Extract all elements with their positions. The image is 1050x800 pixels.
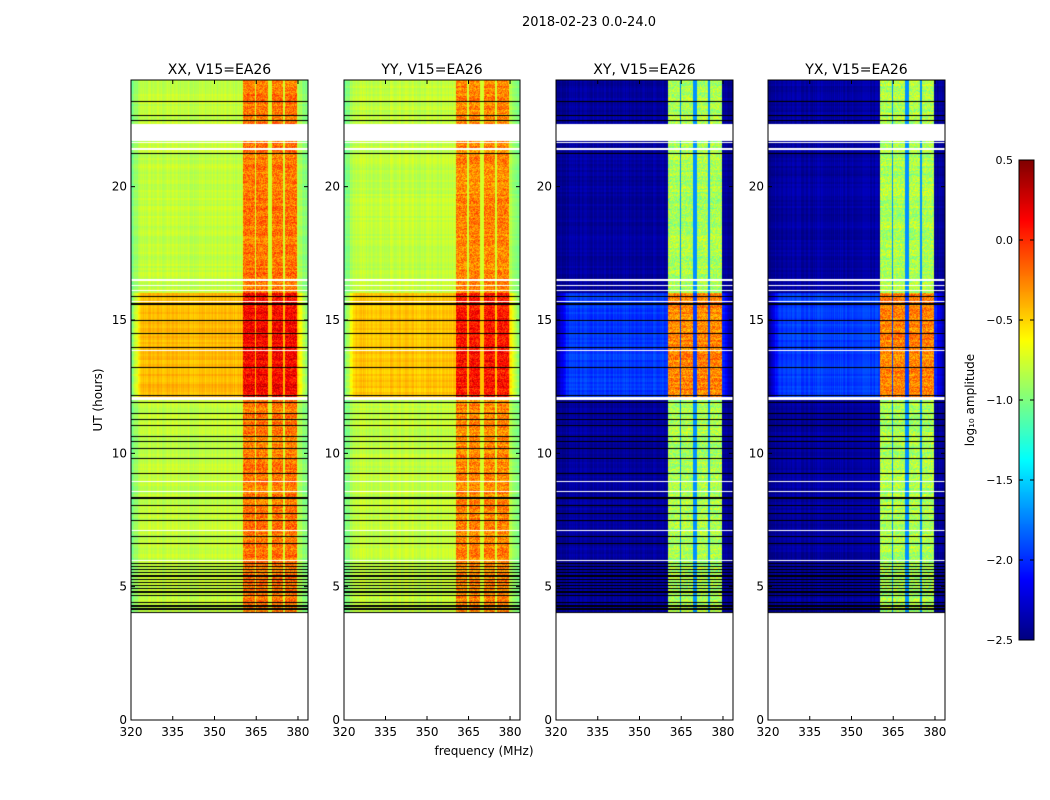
- axes-frame: [343, 79, 521, 721]
- x-tick-label: 335: [161, 725, 184, 739]
- colorbar-tick-label: −2.5: [986, 634, 1013, 647]
- x-tick-label: 350: [203, 725, 226, 739]
- y-tick-label: 0: [544, 713, 552, 727]
- y-tick-label: 5: [544, 580, 552, 594]
- x-tick-label: 335: [586, 725, 609, 739]
- colorbar-tick-label: −1.5: [986, 474, 1013, 487]
- x-tick-label: 365: [670, 725, 693, 739]
- y-tick-label: 5: [119, 580, 127, 594]
- x-tick-label: 350: [628, 725, 651, 739]
- x-tick-label: 380: [287, 725, 310, 739]
- colorbar-tick-label: 0.0: [996, 234, 1014, 247]
- y-tick-label: 10: [112, 446, 127, 460]
- x-tick-label: 380: [499, 725, 522, 739]
- heatmap-yy: [344, 80, 520, 720]
- x-tick-label: 350: [416, 725, 439, 739]
- colorbar-label: log₁₀ amplitude: [963, 354, 977, 446]
- y-tick-label: 0: [332, 713, 340, 727]
- y-tick-label: 10: [749, 446, 764, 460]
- colorbar-tick-label: −2.0: [986, 554, 1013, 567]
- y-tick-label: 20: [749, 180, 764, 194]
- axes-frame: [555, 79, 734, 721]
- axes-frame: [130, 79, 309, 721]
- x-tick-label: 365: [245, 725, 268, 739]
- colorbar-gradient: [1019, 160, 1034, 640]
- figure-title: 2018-02-23 0.0-24.0: [522, 15, 656, 30]
- y-axis-label: UT (hours): [91, 368, 105, 431]
- x-tick-label: 365: [882, 725, 905, 739]
- heatmap-xy: [556, 80, 733, 720]
- x-tick-label: 320: [545, 725, 568, 739]
- colorbar-tick-label: −0.5: [986, 314, 1013, 327]
- y-tick-label: 20: [537, 180, 552, 194]
- x-tick-label: 380: [924, 725, 947, 739]
- y-tick-label: 5: [756, 580, 764, 594]
- x-tick-label: 320: [333, 725, 356, 739]
- x-axis-label: frequency (MHz): [434, 744, 533, 758]
- x-tick-label: 335: [374, 725, 397, 739]
- x-tick-label: 320: [757, 725, 780, 739]
- colorbar-tick-label: 0.5: [996, 154, 1014, 167]
- heatmap-xx: [131, 80, 308, 720]
- panel-title: YY, V15=EA26: [380, 62, 482, 78]
- y-tick-label: 0: [119, 713, 127, 727]
- y-tick-label: 15: [537, 313, 552, 327]
- y-tick-label: 0: [756, 713, 764, 727]
- panel-title: XX, V15=EA26: [168, 62, 272, 78]
- panel-title: YX, V15=EA26: [804, 62, 907, 78]
- x-tick-label: 335: [798, 725, 821, 739]
- y-tick-label: 15: [749, 313, 764, 327]
- y-tick-label: 10: [325, 446, 340, 460]
- y-tick-label: 15: [112, 313, 127, 327]
- axes-frame: [767, 79, 946, 721]
- y-tick-label: 5: [332, 580, 340, 594]
- x-tick-label: 380: [712, 725, 735, 739]
- x-tick-label: 350: [840, 725, 863, 739]
- y-tick-label: 20: [112, 180, 127, 194]
- y-tick-label: 10: [537, 446, 552, 460]
- panel-title: XY, V15=EA26: [593, 62, 695, 78]
- colorbar-tick-label: −1.0: [986, 394, 1013, 407]
- y-tick-label: 15: [325, 313, 340, 327]
- x-tick-label: 365: [457, 725, 480, 739]
- x-tick-label: 320: [120, 725, 143, 739]
- y-tick-label: 20: [325, 180, 340, 194]
- heatmap-yx: [768, 80, 945, 720]
